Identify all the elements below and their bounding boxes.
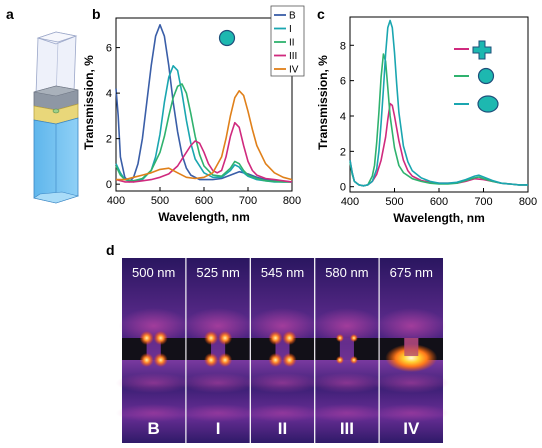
y-tick-label: 2 — [106, 134, 112, 146]
x-axis-label: Wavelength, nm — [158, 210, 250, 224]
legend-c — [454, 40, 499, 113]
y-axis-label: Transmission, % — [316, 55, 330, 150]
y-tick-label: 0 — [106, 179, 112, 191]
panel-letter-d: d — [106, 242, 115, 258]
legend-label: I — [289, 24, 292, 35]
x-tick-label: 400 — [107, 195, 125, 207]
x-tick-label: 400 — [341, 196, 359, 208]
y-tick-label: 0 — [340, 182, 346, 194]
sample-label: III — [340, 419, 354, 438]
wavelength-label: 545 nm — [261, 265, 304, 280]
x-tick-label: 600 — [195, 195, 213, 207]
plot-c: 400 500 600 700 800 0 2 4 6 8 Wavelength, nm Transm… — [316, 16, 537, 225]
y-tick-label: 4 — [340, 111, 346, 123]
plot-b: 400 500 600 700 800 0 2 4 6 Wavelength, nm Transmi… — [82, 17, 301, 224]
x-tick-label: 800 — [519, 196, 537, 208]
legend-label: III — [289, 51, 297, 62]
x-tick-label: 700 — [239, 195, 257, 207]
series-line-III — [115, 121, 293, 183]
legend-label: B — [289, 11, 296, 22]
y-axis-label: Transmission, % — [82, 55, 96, 150]
wavelength-label: 580 nm — [325, 265, 368, 280]
sample-label: IV — [403, 419, 420, 438]
wavelength-label: 525 nm — [196, 265, 239, 280]
series-line-IV — [116, 90, 293, 181]
inset-circle-icon — [218, 29, 236, 47]
x-tick-label: 600 — [430, 196, 448, 208]
x-tick-label: 700 — [474, 196, 492, 208]
y-tick-label: 4 — [106, 88, 112, 100]
wavelength-label: 500 nm — [132, 265, 175, 280]
circle-icon — [477, 67, 495, 85]
y-tick-label: 6 — [106, 43, 112, 55]
legend-label: II — [289, 38, 295, 49]
panel-a-prism — [33, 31, 80, 204]
panel-letter-c: c — [317, 6, 325, 22]
cross-icon — [472, 40, 492, 60]
field-map-III: 580 nm III — [308, 258, 385, 443]
field-map-IV: 675 nm IV — [373, 258, 450, 443]
y-tick-label: 2 — [340, 146, 346, 158]
sample-label: B — [148, 419, 160, 438]
y-tick-label: 8 — [340, 40, 346, 52]
ellipse-icon — [477, 95, 499, 113]
x-axis-label: Wavelength, nm — [393, 211, 485, 225]
panel-letter-b: b — [92, 6, 101, 22]
x-tick-label: 500 — [151, 195, 169, 207]
wavelength-label: 675 nm — [390, 265, 433, 280]
x-tick-label: 500 — [385, 196, 403, 208]
sample-label: II — [278, 419, 287, 438]
sample-label: I — [216, 419, 221, 438]
field-map-I: 525 nm I — [180, 258, 257, 443]
panel-letter-a: a — [6, 6, 14, 22]
series-line-s1 — [349, 53, 528, 187]
series-line-s2 — [349, 19, 528, 187]
y-tick-label: 6 — [340, 76, 346, 88]
field-map-II: 545 nm II — [244, 258, 321, 443]
legend-label: IV — [289, 65, 299, 76]
x-tick-label: 800 — [283, 195, 301, 207]
field-map-B: 500 nm B — [115, 258, 192, 443]
field-maps: 500 nm B 525 nm I 545 nm II 580 nm III 675 nm IV — [115, 258, 450, 443]
